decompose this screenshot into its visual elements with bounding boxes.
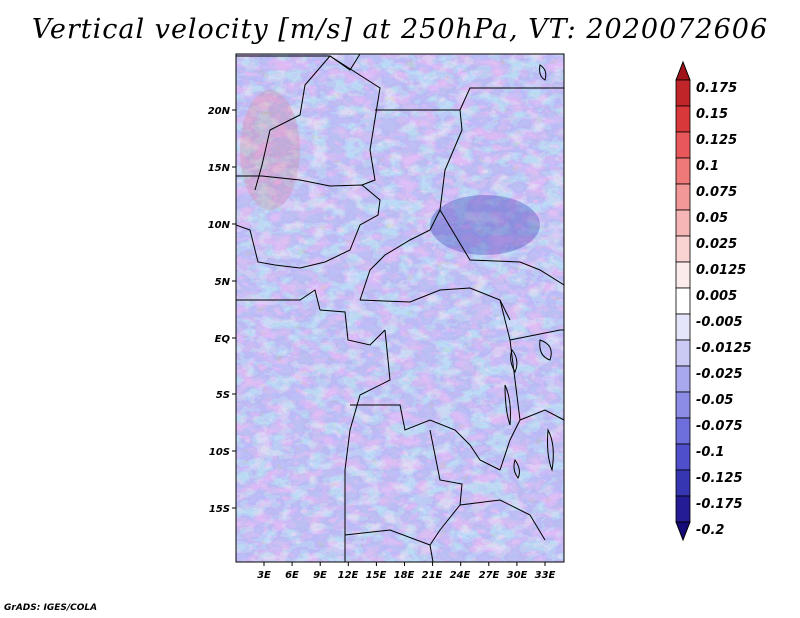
latitude-labels: 20N 15N 10N 5N EQ 5S 10S 15S [208,106,231,515]
colorbar-segment [675,313,691,341]
chart-title: Vertical velocity [m/s] at 250hPa, VT: 2… [31,14,769,45]
colorbar-label: -0.175 [696,497,743,512]
colorbar-label: -0.025 [696,367,743,382]
map-plot-area [236,54,564,562]
descent-region [240,90,300,210]
colorbar-label: -0.05 [696,393,733,408]
strong-ascent-region [430,195,540,255]
colorbar-label: -0.125 [696,471,743,486]
colorbar-segment [675,79,691,107]
lat-label: 10S [209,447,230,458]
colorbar-segment [675,261,691,289]
lon-label: 18E [394,570,415,581]
colorbar-label: -0.0125 [696,341,752,356]
colorbar-label: -0.075 [696,419,743,434]
colorbar-segment [675,391,691,419]
colorbar-segment [675,339,691,367]
lon-label: 12E [338,570,359,581]
colorbar-label: 0.175 [696,81,737,96]
lon-label: 15E [366,570,387,581]
colorbar-segment [675,157,691,185]
colorbar-label: 0.125 [696,133,737,148]
lon-label: 24E [450,570,471,581]
lakes-and-coast [504,64,554,479]
colorbar-label: -0.2 [696,523,724,538]
colorbar-label: 0.1 [696,159,719,174]
colorbar-segment [675,287,691,315]
lat-label: 5N [215,277,231,288]
velocity-field [236,54,564,562]
lat-label: 15S [209,504,230,515]
colorbar-segment [675,495,691,523]
colorbar-segment [675,105,691,133]
colorbar-segment [675,235,691,263]
colorbar-label: 0.05 [696,211,728,226]
lat-label: 15N [208,163,231,174]
colorbar-segment [675,209,691,237]
colorbar-label: -0.1 [696,445,724,460]
field-tint [236,54,564,562]
lon-label: 3E [257,570,271,581]
lon-label: 27E [479,570,500,581]
colorbar-label: 0.15 [696,107,728,122]
colorbar-labels: 0.175 0.15 0.125 0.1 0.075 0.05 0.025 0.… [696,81,752,538]
colorbar-label: 0.0125 [696,263,746,278]
lon-label: 30E [507,570,528,581]
colorbar-max-arrow [675,60,691,81]
colorbar-segment [675,443,691,471]
lat-label: 20N [208,106,231,117]
lat-label: 10N [208,220,231,231]
colorbar [675,60,691,542]
colorbar-segment [675,131,691,159]
colorbar-segment [675,417,691,445]
lat-label: EQ [215,334,231,345]
colorbar-label: -0.005 [696,315,743,330]
country-borders [236,54,564,562]
lon-label: 33E [535,570,556,581]
lat-label: 5S [216,390,230,401]
colorbar-segment [675,469,691,497]
lon-label: 6E [285,570,299,581]
colorbar-label: 0.005 [696,289,737,304]
colorbar-segment [675,183,691,211]
map-frame [235,53,565,563]
colorbar-label: 0.025 [696,237,737,252]
footer-credit: GrADS: IGES/COLA [4,603,98,613]
colorbar-segment [675,365,691,393]
colorbar-min-arrow [675,521,691,542]
longitude-labels: 3E 6E 9E 12E 15E 18E 21E 24E 27E 30E 33E [257,570,555,581]
colorbar-label: 0.075 [696,185,737,200]
lon-label: 9E [313,570,327,581]
lon-label: 21E [422,570,443,581]
axis-ticks [232,109,546,566]
